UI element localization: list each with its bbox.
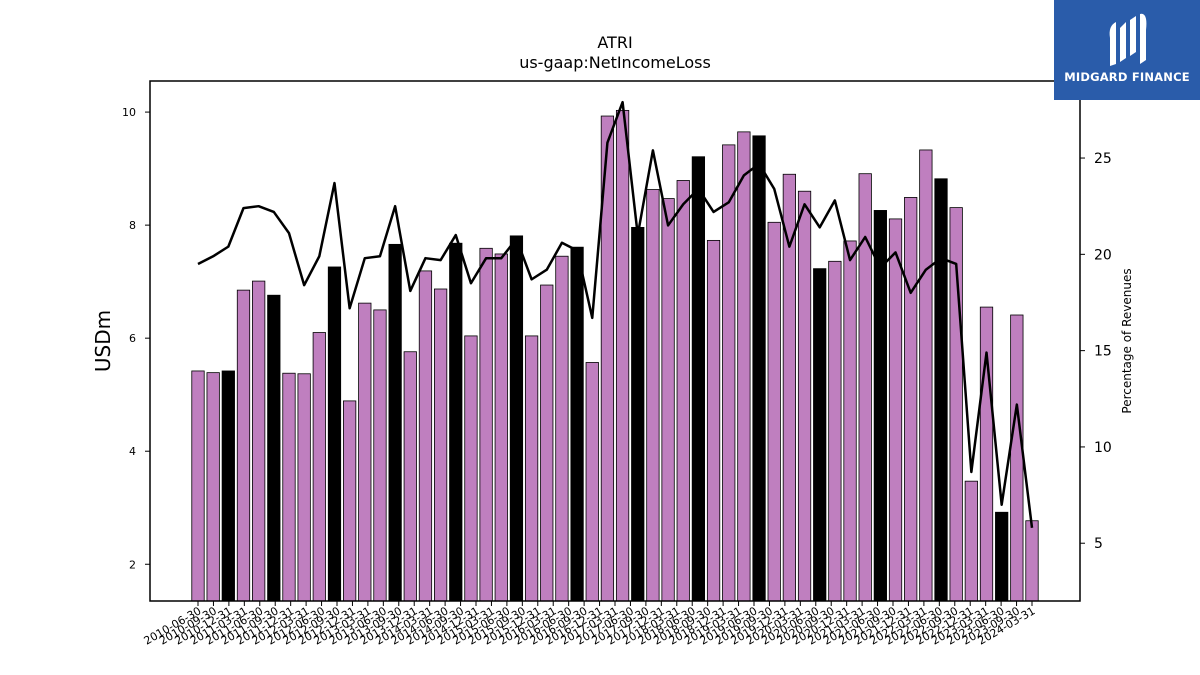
bar bbox=[388, 243, 402, 602]
bar bbox=[343, 400, 357, 602]
bar bbox=[282, 372, 296, 602]
bar bbox=[418, 270, 433, 602]
bar bbox=[813, 268, 827, 602]
bar bbox=[706, 239, 721, 602]
bar bbox=[661, 198, 675, 602]
y2-tick-label: 20 bbox=[1094, 247, 1112, 263]
bar bbox=[252, 280, 266, 602]
bar bbox=[752, 135, 766, 602]
bar bbox=[919, 149, 933, 602]
y2-tick-label: 5 bbox=[1094, 536, 1103, 552]
bar bbox=[555, 255, 569, 602]
y2-tick-label: 15 bbox=[1094, 344, 1112, 360]
bar bbox=[782, 173, 796, 602]
x-axis: 2010-06-302010-09-302010-12-312011-03-31… bbox=[142, 601, 1038, 648]
bar bbox=[691, 156, 706, 602]
midgard-logo-icon bbox=[1109, 13, 1147, 66]
bar bbox=[236, 289, 251, 602]
line-group bbox=[197, 100, 1034, 528]
bar bbox=[191, 370, 205, 602]
bar bbox=[722, 144, 736, 602]
y-tick-label: 8 bbox=[129, 219, 136, 232]
bar bbox=[312, 332, 326, 602]
bar bbox=[449, 242, 463, 602]
y2-axis-label: Percentage of Revenues bbox=[1120, 268, 1134, 413]
bar bbox=[934, 178, 948, 602]
series-line bbox=[197, 100, 1034, 528]
chart-subtitle: us-gaap:NetIncomeLoss bbox=[519, 53, 711, 72]
bar bbox=[479, 247, 493, 602]
bar bbox=[524, 335, 539, 602]
bar bbox=[828, 260, 842, 602]
bar bbox=[888, 218, 903, 602]
bar bbox=[646, 189, 660, 602]
bar bbox=[585, 362, 599, 602]
bar bbox=[403, 351, 417, 602]
y-tick-label: 6 bbox=[129, 332, 136, 345]
bar bbox=[1025, 520, 1039, 602]
bar bbox=[843, 240, 857, 602]
bar bbox=[433, 288, 448, 602]
bar bbox=[979, 306, 994, 602]
y-axis-left: 2 4 6 8 10 bbox=[122, 106, 150, 571]
y-axis-label: USDm bbox=[91, 310, 115, 372]
bar bbox=[964, 480, 978, 602]
bar bbox=[509, 235, 524, 602]
bar bbox=[358, 302, 372, 602]
bar bbox=[373, 309, 387, 602]
bar bbox=[464, 335, 478, 602]
bar bbox=[904, 197, 918, 602]
bar bbox=[995, 511, 1009, 602]
bar bbox=[494, 253, 508, 602]
brand-name: MIDGARD FINANCE bbox=[1064, 70, 1190, 84]
bar bbox=[615, 109, 630, 602]
y-tick-label: 10 bbox=[122, 106, 136, 119]
brand-logo: MIDGARD FINANCE bbox=[1054, 0, 1200, 100]
bar bbox=[631, 226, 645, 602]
bar bbox=[540, 284, 554, 602]
bar bbox=[767, 221, 781, 602]
bar bbox=[297, 373, 311, 602]
bar bbox=[221, 370, 235, 602]
bar bbox=[1010, 314, 1024, 602]
y-axis-right: 5 10 15 20 25 bbox=[1080, 151, 1112, 552]
bar bbox=[797, 190, 812, 602]
y-tick-label: 2 bbox=[129, 558, 136, 571]
y-tick-label: 4 bbox=[129, 445, 136, 458]
bar bbox=[570, 246, 584, 602]
bar bbox=[737, 131, 751, 602]
y2-tick-label: 25 bbox=[1094, 151, 1112, 167]
bar bbox=[327, 266, 342, 602]
bar bbox=[267, 294, 281, 602]
bar bbox=[676, 180, 690, 602]
chart-title: ATRI bbox=[597, 33, 632, 52]
y2-tick-label: 10 bbox=[1094, 440, 1112, 456]
bar bbox=[206, 372, 220, 602]
bar-group bbox=[191, 109, 1039, 602]
